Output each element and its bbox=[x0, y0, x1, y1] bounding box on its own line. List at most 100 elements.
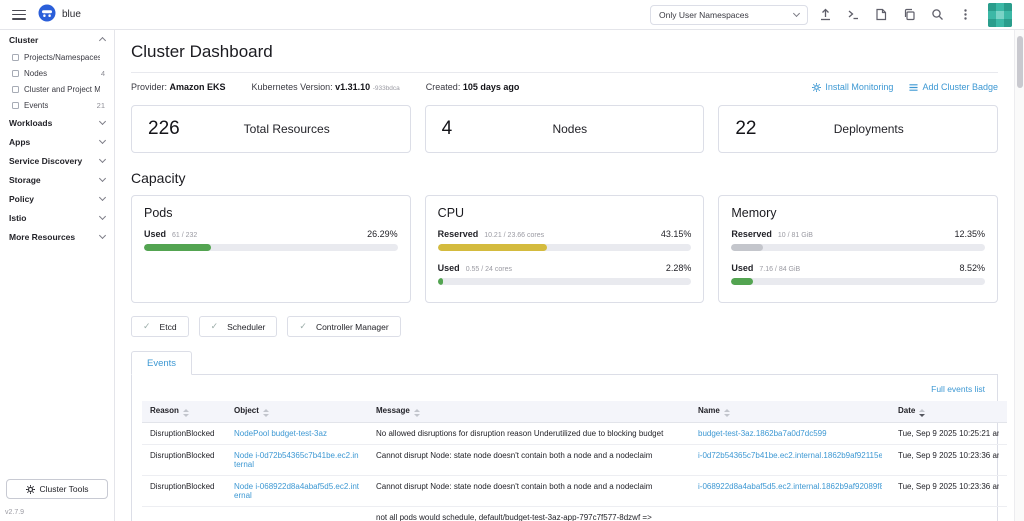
column-header-name[interactable]: Name bbox=[690, 401, 890, 422]
cell-date bbox=[890, 506, 1007, 521]
cpu-reserved-metric: Reserved 10.21 / 23.66 cores 43.15% bbox=[438, 229, 692, 251]
scrollbar-thumb[interactable] bbox=[1017, 36, 1023, 88]
metric-label: Reserved bbox=[438, 229, 479, 239]
events-icon bbox=[12, 102, 19, 109]
sidebar-item-events[interactable]: Events 21 bbox=[0, 97, 114, 113]
check-icon: ✓ bbox=[299, 321, 307, 332]
download-kubeconfig-icon[interactable] bbox=[870, 4, 892, 26]
sidebar-section-label: Storage bbox=[9, 175, 41, 185]
cell-object: Node i-068922d8a4abaf5d5.ec2.internal bbox=[226, 475, 368, 506]
metric-label: Used bbox=[144, 229, 166, 239]
sidebar-section-service-discovery[interactable]: Service Discovery bbox=[0, 151, 114, 170]
sidebar-section-policy[interactable]: Policy bbox=[0, 189, 114, 208]
column-header-message[interactable]: Message bbox=[368, 401, 690, 422]
install-monitoring-label: Install Monitoring bbox=[825, 82, 893, 92]
sidebar-section-apps[interactable]: Apps bbox=[0, 132, 114, 151]
sort-icon bbox=[183, 409, 189, 417]
column-header-reason[interactable]: Reason bbox=[142, 401, 226, 422]
stat-label: Total Resources bbox=[180, 122, 394, 136]
progress-bar-fill bbox=[731, 244, 762, 251]
k8s-version-value: v1.31.10 bbox=[335, 82, 370, 92]
sidebar-section-storage[interactable]: Storage bbox=[0, 170, 114, 189]
chevron-up-icon bbox=[99, 37, 106, 44]
progress-bar-fill bbox=[438, 278, 444, 285]
object-link[interactable]: Node i-068922d8a4abaf5d5.ec2.internal bbox=[234, 482, 359, 500]
namespace-filter-value: Only User Namespaces bbox=[659, 10, 749, 20]
tab-events[interactable]: Events bbox=[131, 351, 192, 375]
cell-message: No allowed disruptions for disruption re… bbox=[368, 422, 690, 444]
sidebar-item-projects-namespaces[interactable]: Projects/Namespaces bbox=[0, 49, 114, 65]
metric-percent: 43.15% bbox=[661, 229, 692, 239]
search-icon[interactable] bbox=[926, 4, 948, 26]
capacity-cards: Pods Used 61 / 232 26.29% CPU Reserved 1… bbox=[131, 195, 998, 303]
metric-label: Reserved bbox=[731, 229, 772, 239]
sidebar-section-label: Policy bbox=[9, 194, 34, 204]
capacity-card-pods: Pods Used 61 / 232 26.29% bbox=[131, 195, 411, 303]
copy-kubeconfig-icon[interactable] bbox=[898, 4, 920, 26]
metric-percent: 8.52% bbox=[959, 263, 985, 273]
cluster-brand[interactable]: blue bbox=[38, 4, 81, 25]
rancher-logo bbox=[38, 4, 56, 25]
sidebar-section-label: Service Discovery bbox=[9, 156, 82, 166]
full-events-list-link[interactable]: Full events list bbox=[142, 384, 985, 394]
sort-icon bbox=[724, 409, 730, 417]
wrench-icon bbox=[26, 485, 35, 494]
k8s-version-meta: Kubernetes Version: v1.31.10 -933bdca bbox=[252, 82, 400, 92]
cell-name bbox=[690, 506, 890, 521]
metric-detail: 61 / 232 bbox=[172, 232, 197, 239]
event-name-link[interactable]: i-068922d8a4abaf5d5.ec2.internal.1862b9a… bbox=[698, 482, 882, 491]
sidebar-nav: Cluster Projects/Namespaces Nodes 4 Clus… bbox=[0, 30, 115, 521]
namespace-filter-select[interactable]: Only User Namespaces bbox=[650, 5, 808, 25]
page-scrollbar[interactable] bbox=[1014, 30, 1024, 521]
cell-message: not all pods would schedule, default/bud… bbox=[368, 506, 690, 521]
component-label: Scheduler bbox=[227, 322, 265, 332]
cluster-tools-button[interactable]: Cluster Tools bbox=[6, 479, 108, 499]
sidebar-section-istio[interactable]: Istio bbox=[0, 208, 114, 227]
import-yaml-icon[interactable] bbox=[814, 4, 836, 26]
top-bar: blue Only User Namespaces bbox=[0, 0, 1024, 30]
chevron-down-icon bbox=[99, 175, 106, 182]
progress-bar-track bbox=[731, 278, 985, 285]
sidebar-item-nodes[interactable]: Nodes 4 bbox=[0, 65, 114, 81]
cpu-used-metric: Used 0.55 / 24 cores 2.28% bbox=[438, 263, 692, 285]
provider-label: Provider: bbox=[131, 82, 167, 92]
table-row: not all pods would schedule, default/bud… bbox=[142, 506, 1007, 521]
chevron-down-icon bbox=[793, 10, 800, 17]
column-header-object[interactable]: Object bbox=[226, 401, 368, 422]
metric-detail: 10.21 / 23.66 cores bbox=[484, 232, 544, 239]
hamburger-menu-icon[interactable] bbox=[12, 10, 26, 20]
component-badge-scheduler: ✓ Scheduler bbox=[199, 316, 278, 337]
stat-card-total-resources: 226 Total Resources bbox=[131, 105, 411, 153]
sidebar-item-label: Projects/Namespaces bbox=[24, 53, 100, 62]
sidebar-section-workloads[interactable]: Workloads bbox=[0, 113, 114, 132]
sidebar-section-label: Cluster bbox=[9, 35, 38, 45]
chevron-down-icon bbox=[99, 118, 106, 125]
sidebar-section-more-resources[interactable]: More Resources bbox=[0, 227, 114, 246]
progress-bar-fill bbox=[438, 244, 547, 251]
object-link[interactable]: Node i-0d72b54365c7b41be.ec2.internal bbox=[234, 451, 359, 469]
capacity-title: Capacity bbox=[131, 170, 998, 186]
event-name-link[interactable]: i-0d72b54365c7b41be.ec2.internal.1862b9a… bbox=[698, 451, 882, 460]
user-avatar[interactable] bbox=[988, 3, 1012, 27]
cluster-name: blue bbox=[62, 9, 81, 20]
kubectl-shell-icon[interactable] bbox=[842, 4, 864, 26]
column-header-date[interactable]: Date bbox=[890, 401, 1007, 422]
capacity-card-cpu: CPU Reserved 10.21 / 23.66 cores 43.15% … bbox=[425, 195, 705, 303]
sort-icon bbox=[414, 409, 420, 417]
sidebar-section-cluster[interactable]: Cluster bbox=[0, 30, 114, 49]
cell-name: i-0d72b54365c7b41be.ec2.internal.1862b9a… bbox=[690, 444, 890, 475]
check-icon: ✓ bbox=[211, 321, 219, 332]
progress-bar-fill bbox=[731, 278, 753, 285]
members-icon bbox=[12, 86, 19, 93]
add-cluster-badge-link[interactable]: Add Cluster Badge bbox=[909, 82, 998, 92]
cell-reason: DisruptionBlocked bbox=[142, 444, 226, 475]
metric-detail: 7.16 / 84 GiB bbox=[759, 266, 800, 273]
memory-used-metric: Used 7.16 / 84 GiB 8.52% bbox=[731, 263, 985, 285]
object-link[interactable]: NodePool budget-test-3az bbox=[234, 429, 327, 438]
more-options-icon[interactable] bbox=[954, 4, 976, 26]
sidebar-item-cluster-members[interactable]: Cluster and Project Members bbox=[0, 81, 114, 97]
progress-bar-track bbox=[438, 244, 692, 251]
page-title: Cluster Dashboard bbox=[131, 42, 998, 62]
event-name-link[interactable]: budget-test-3az.1862ba7a0d7dc599 bbox=[698, 429, 827, 438]
install-monitoring-link[interactable]: Install Monitoring bbox=[812, 82, 893, 92]
